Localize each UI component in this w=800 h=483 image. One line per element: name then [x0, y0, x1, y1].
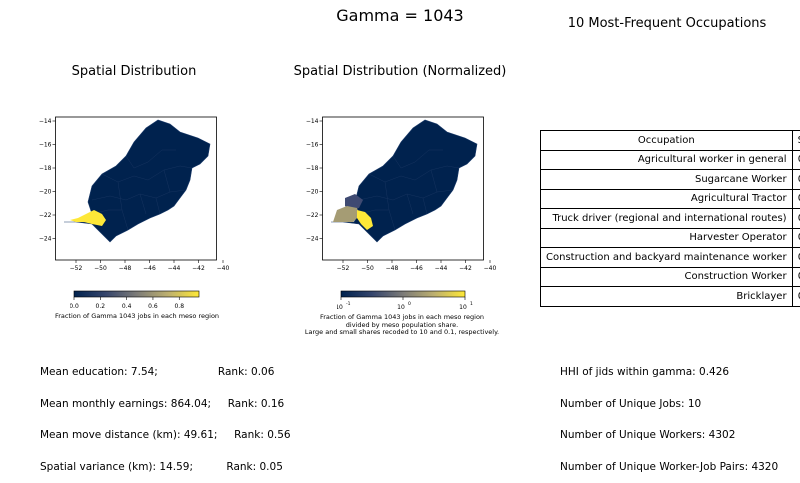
table-header-row: OccupationShare — [541, 131, 800, 151]
colorbar-2-tick-label: 10 — [459, 304, 467, 311]
occupation-table: OccupationShareAgricultural worker in ge… — [540, 130, 800, 307]
colorbar-1-tick-label: 0.8 — [174, 303, 184, 310]
map2-x-tick-label: −42 — [459, 265, 472, 272]
map1-x-tick-label: −42 — [192, 265, 205, 272]
map2-x-tick-label: −40 — [484, 265, 497, 272]
map1-y-tick-label: −14 — [39, 118, 52, 125]
colorbar-2-tick-exponent: 1 — [470, 301, 473, 307]
map1-y-tick-label: −18 — [39, 165, 52, 172]
table-row: Truck driver (regional and international… — [541, 209, 800, 229]
stat-hhi: HHI of jids within gamma: 0.426 — [560, 367, 778, 378]
stats-right: HHI of jids within gamma: 0.426 Number o… — [560, 346, 778, 483]
table-title: 10 Most-Frequent Occupations — [540, 16, 794, 31]
panel2-title: Spatial Distribution (Normalized) — [270, 64, 530, 79]
map1-x-tick-label: −50 — [94, 265, 107, 272]
map1-x-tick-label: −46 — [143, 265, 156, 272]
map1-y-tick-label: −24 — [39, 236, 52, 243]
map2-y-tick-label: −14 — [306, 118, 319, 125]
map-panel-1: −52 −50 −48 −46 −44 −42 −40 −14 −16 −18 −20 −22 −24 — [30, 110, 230, 280]
map1-y-tick-label: −20 — [39, 189, 52, 196]
colorbar-1-tick-label: 0.6 — [148, 303, 158, 310]
share-cell: 0.004 — [792, 248, 800, 268]
map1-x-tick-label: −48 — [119, 265, 132, 272]
map2-x-tick-label: −48 — [386, 265, 399, 272]
stat-unique-jobs: Number of Unique Jobs: 10 — [560, 399, 778, 410]
map2-x-tick-label: −44 — [435, 265, 448, 272]
map2-y-tick-label: −24 — [306, 236, 319, 243]
occupation-cell: Truck driver (regional and international… — [541, 209, 793, 229]
share-cell: 0.082 — [792, 189, 800, 209]
stat-unique-pairs: Number of Unique Worker-Job Pairs: 4320 — [560, 462, 778, 473]
map-panel-2: −52 −50 −48 −46 −44 −42 −40 −14 −16 −18 −20 −22 −24 — [297, 110, 497, 280]
panel1-title: Spatial Distribution — [34, 64, 234, 79]
map1-x-tick-label: −40 — [217, 265, 230, 272]
map1-x-ticks: −52 −50 −48 −46 −44 −42 −40 — [70, 260, 230, 272]
share-cell: 0.018 — [792, 228, 800, 248]
table-row: Agricultural worker in general0.606 — [541, 150, 800, 170]
map1-region-outline — [64, 120, 210, 242]
map1-y-ticks: −14 −16 −18 −20 −22 −24 — [39, 118, 56, 243]
table-row: Bricklayer0.004 — [541, 287, 800, 307]
colorbar-1-tick-label: 0.2 — [96, 303, 106, 310]
map2-y-tick-label: −22 — [306, 212, 319, 219]
stat-spatial-variance: Spatial variance (km): 14.59; Rank: 0.05 — [40, 462, 291, 473]
share-cell: 0.004 — [792, 267, 800, 287]
colorbar-2-tick-exponent: 0 — [408, 301, 411, 307]
table-row: Harvester Operator0.018 — [541, 228, 800, 248]
occupation-cell: Construction and backyard maintenance wo… — [541, 248, 793, 268]
colorbar-2-label-line-3: Large and small shares recoded to 10 and… — [282, 329, 522, 337]
map2-y-tick-label: −16 — [306, 142, 319, 149]
map1-y-tick-label: −22 — [39, 212, 52, 219]
share-cell: 0.214 — [792, 170, 800, 190]
stats-left: Mean education: 7.54; Rank: 0.06 Mean mo… — [40, 346, 291, 483]
map2-y-ticks: −14 −16 −18 −20 −22 −24 — [306, 118, 323, 243]
map2-gray-share-region — [333, 206, 359, 222]
occupation-cell: Harvester Operator — [541, 228, 793, 248]
stat-move-distance: Mean move distance (km): 49.61; Rank: 0.… — [40, 430, 291, 441]
colorbar-1-ticks: 0.0 0.2 0.4 0.6 0.8 — [70, 297, 184, 310]
map2-y-tick-label: −20 — [306, 189, 319, 196]
map2-x-tick-label: −52 — [337, 265, 350, 272]
colorbar-1-tick-label: 0.0 — [70, 303, 79, 310]
colorbar-2-label: Fraction of Gamma 1043 jobs in each meso… — [282, 314, 522, 337]
map1-y-tick-label: −16 — [39, 142, 52, 149]
stat-education: Mean education: 7.54; Rank: 0.06 — [40, 367, 291, 378]
colorbar-2-tick-exponent: -1 — [346, 301, 351, 307]
occupation-cell: Bricklayer — [541, 287, 793, 307]
colorbar-1-gradient — [74, 291, 199, 297]
occupation-cell: Construction Worker — [541, 267, 793, 287]
map2-region-outline — [331, 120, 477, 242]
map2-x-ticks: −52 −50 −48 −46 −44 −42 −40 — [337, 260, 497, 272]
stat-unique-workers: Number of Unique Workers: 4302 — [560, 430, 778, 441]
occupation-cell: Agricultural Tractor — [541, 189, 793, 209]
occupation-cell: Agricultural worker in general — [541, 150, 793, 170]
map2-y-tick-label: −18 — [306, 165, 319, 172]
table-row: Construction and backyard maintenance wo… — [541, 248, 800, 268]
colorbar-1-tick-label: 0.4 — [122, 303, 132, 310]
table-row: Construction Worker0.004 — [541, 267, 800, 287]
occupation-cell: Sugarcane Worker — [541, 170, 793, 190]
map1-x-tick-label: −52 — [70, 265, 83, 272]
header-share: Share — [792, 131, 800, 151]
colorbar-2-tick-label: 10 — [337, 304, 343, 311]
map1-x-tick-label: −44 — [168, 265, 181, 272]
share-cell: 0.606 — [792, 150, 800, 170]
colorbar-2-gradient — [341, 291, 465, 297]
header-occupation: Occupation — [541, 131, 793, 151]
colorbar-2-tick-label: 10 — [397, 304, 405, 311]
share-cell: 0.068 — [792, 209, 800, 229]
share-cell: 0.004 — [792, 287, 800, 307]
map2-x-tick-label: −46 — [410, 265, 423, 272]
table-row: Agricultural Tractor0.082 — [541, 189, 800, 209]
stat-earnings: Mean monthly earnings: 864.04; Rank: 0.1… — [40, 399, 291, 410]
colorbar-1-label: Fraction of Gamma 1043 jobs in each meso… — [40, 313, 234, 321]
table-row: Sugarcane Worker0.214 — [541, 170, 800, 190]
map2-x-tick-label: −50 — [361, 265, 374, 272]
colorbar-1: 0.0 0.2 0.4 0.6 0.8 — [70, 288, 210, 314]
